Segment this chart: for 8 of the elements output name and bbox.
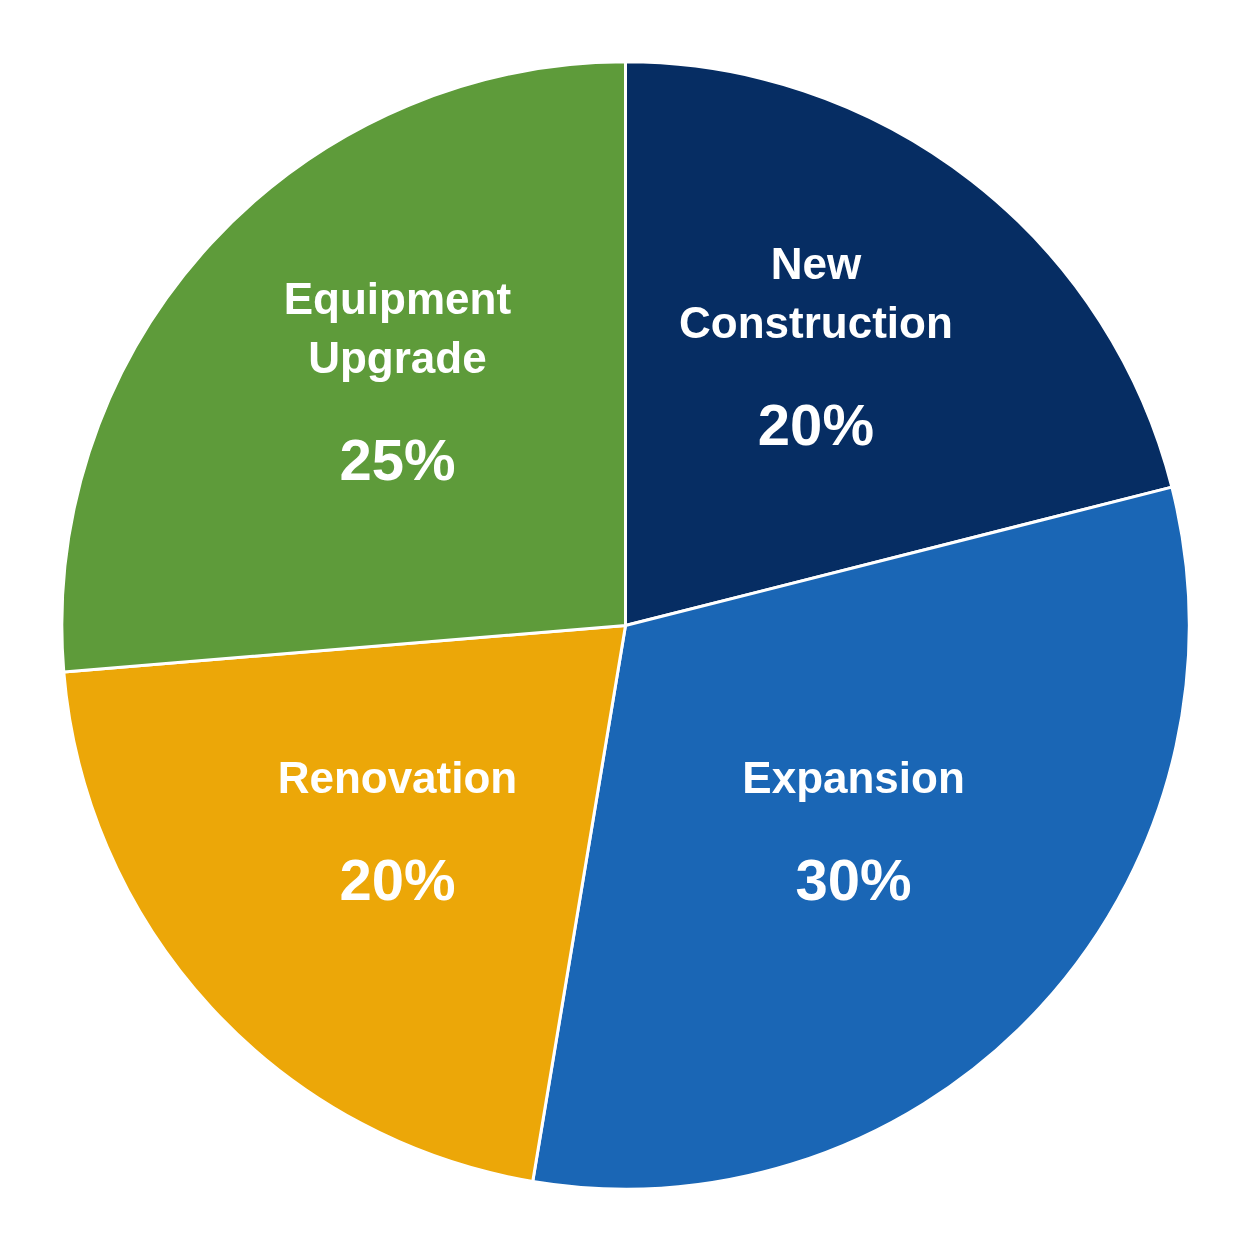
data-label: 20% (339, 846, 456, 912)
data-label: 30% (795, 846, 912, 912)
slice-label: Expansion (742, 752, 965, 802)
data-label: 20% (757, 392, 874, 458)
slice-label: New Construction (679, 239, 953, 348)
data-label: 25% (339, 426, 456, 492)
slice-label: Equipment Upgrade (283, 273, 512, 382)
slice-label: Renovation (277, 752, 518, 802)
